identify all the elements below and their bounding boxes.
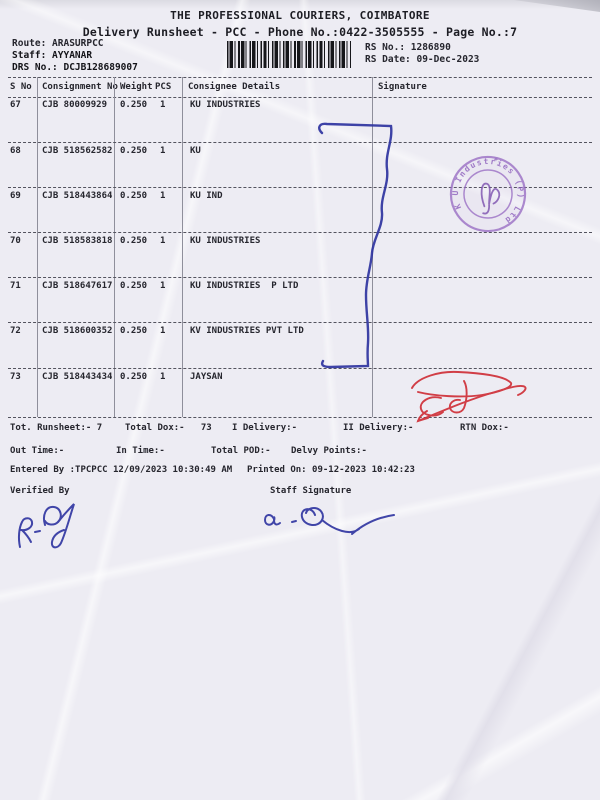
column-header-consignment: Consignment No [42,82,118,92]
cell-weight: 0.250 [120,146,148,156]
cell-consignee: KV INDUSTRIES PVT LTD [190,326,304,336]
table-row: 71 CJB 518647617 0.250 1 KU INDUSTRIES P… [8,277,592,323]
cell-weight: 0.250 [120,191,148,201]
cell-consignee: KU INDUSTRIES [190,236,261,246]
cell-consignment: CJB 518443434 [42,372,113,382]
in-time-field: In Time:- [116,446,165,456]
cell-consignment: CJB 518647617 [42,281,113,291]
cell-sno: 71 [10,281,21,291]
cell-consignee: KU [190,146,201,156]
cell-consignment: CJB 80009929 [42,100,108,110]
total-runsheet-field: Tot. Runsheet:- 7 [10,423,103,433]
column-header-pcs: PCS [155,82,172,92]
table-row: 67 CJB 80009929 0.250 1 KU INDUSTRIES [8,96,592,143]
rs-date-field: RS Date: 09-Dec-2023 [365,54,480,65]
cell-consignment: CJB 518443864 [42,191,113,201]
cell-sno: 68 [10,146,21,156]
total-dox-field: Total Dox:- 73 [125,423,212,433]
entered-by-field: Entered By :TPCPCC 12/09/2023 10:30:49 A… [10,465,233,475]
cell-sno: 70 [10,236,21,246]
total-pod-field: Total POD:- [211,446,271,456]
cell-consignee: JAYSAN [190,372,223,382]
cell-pcs: 1 [160,236,166,246]
cell-weight: 0.250 [120,236,148,246]
verified-by-label: Verified By [10,486,70,496]
cell-consignment: CJB 518562582 [42,146,113,156]
out-time-field: Out Time:- [10,446,65,456]
cell-consignee: KU INDUSTRIES P LTD [190,281,299,291]
runsheet-subtitle: Delivery Runsheet - PCC - Phone No.:0422… [82,25,518,39]
table-row: 73 CJB 518443434 0.250 1 JAYSAN [8,368,592,418]
rtn-dox-field: RTN Dox:- [460,423,509,433]
cell-pcs: 1 [160,372,166,382]
drs-number-field: DRS No.: DCJB128689007 [12,62,138,73]
table-header-row: S No Consignment No Weight PCS Consignee… [8,77,592,98]
column-header-signature: Signature [378,82,427,92]
cell-weight: 0.250 [120,372,148,382]
cell-pcs: 1 [160,146,166,156]
table-row: 69 CJB 518443864 0.250 1 KU IND [8,187,592,233]
cell-sno: 67 [10,100,21,110]
printed-on-field: Printed On: 09-12-2023 10:42:23 [247,465,415,475]
cell-sno: 73 [10,372,21,382]
cell-sno: 69 [10,191,21,201]
cell-weight: 0.250 [120,100,148,110]
table-row: 72 CJB 518600352 0.250 1 KV INDUSTRIES P… [8,322,592,369]
i-delivery-field: I Delivery:- [232,423,298,433]
column-header-sno: S No [10,82,32,92]
ii-delivery-field: II Delivery:- [343,423,414,433]
column-header-weight: Weight [120,82,153,92]
cell-pcs: 1 [160,281,166,291]
table-rule-1 [37,77,38,417]
barcode-icon [227,41,351,68]
table-row: 68 CJB 518562582 0.250 1 KU [8,142,592,188]
verified-by-signature-ink [17,503,75,549]
cell-consignment: CJB 518583818 [42,236,113,246]
staff-signature-ink [263,506,395,535]
cell-consignment: CJB 518600352 [42,326,113,336]
cell-consignee: KU IND [190,191,223,201]
cell-pcs: 1 [160,100,166,110]
staff-signature-label: Staff Signature [270,486,352,496]
staff-field: Staff: AYYANAR [12,50,93,61]
table-rule-3 [182,77,183,417]
company-title: THE PROFESSIONAL COURIERS, COIMBATORE [170,9,430,22]
cell-pcs: 1 [160,191,166,201]
table-row: 70 CJB 518583818 0.250 1 KU INDUSTRIES [8,232,592,278]
route-field: Route: ARASURPCC [12,38,104,49]
cell-sno: 72 [10,326,21,336]
column-header-consignee: Consignee Details [188,82,281,92]
cell-pcs: 1 [160,326,166,336]
delvy-points-field: Delvy Points:- [291,446,367,456]
table-rule-2 [114,77,115,417]
cell-weight: 0.250 [120,281,148,291]
cell-consignee: KU INDUSTRIES [190,100,261,110]
cell-weight: 0.250 [120,326,148,336]
rs-number-field: RS No.: 1286890 [365,42,451,53]
